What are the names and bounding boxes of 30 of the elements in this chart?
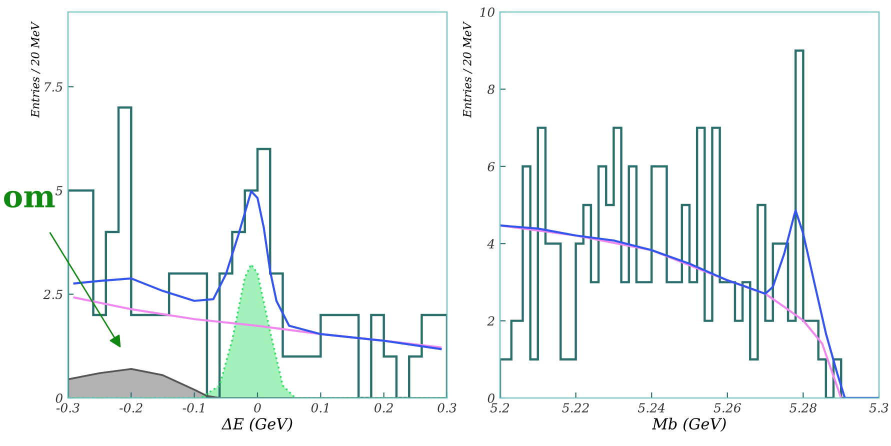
y-tick-label: 7.5 (44, 82, 62, 92)
x-axis-title: Mb (GeV) (652, 418, 726, 432)
y-tick-label: 5 (55, 186, 62, 196)
y-tick-label: 8 (488, 84, 495, 94)
x-axis-title: ΔE (GeV) (221, 418, 292, 432)
text: om (4, 190, 55, 208)
y-tick-label: 0 (56, 393, 62, 403)
x-tick-label: 5.26 (714, 403, 741, 413)
line-series (500, 224, 842, 398)
x-tick-label: -0.2 (120, 403, 142, 413)
x-tick-label: 5.2 (490, 403, 510, 413)
y-tick-label: 0 (488, 393, 494, 403)
x-tick-label: 5.3 (869, 403, 888, 413)
x-tick-label: 0 (254, 403, 261, 413)
y-tick-label: 2.5 (43, 290, 62, 300)
x-tick-label: 5.22 (562, 403, 589, 413)
line-series (73, 190, 442, 350)
x-tick-label: 0.3 (438, 403, 456, 413)
y-axis-title: Entries / 20 MeV (462, 21, 472, 118)
y-tick-label: 10 (480, 7, 494, 17)
x-tick-label: -0.1 (182, 403, 204, 413)
x-tick-label: -0.3 (56, 403, 80, 413)
x-tick-label: 5.28 (790, 403, 816, 413)
x-tick-label: 0.2 (374, 403, 393, 413)
y-axis-title: Entries / 20 MeV (30, 21, 40, 118)
y-tick-label: 4 (487, 239, 494, 248)
x-tick-label: 5.24 (638, 403, 665, 413)
y-tick-label: 2 (487, 316, 494, 326)
x-tick-label: 0.1 (311, 403, 328, 413)
y-tick-label: 6 (488, 162, 495, 172)
